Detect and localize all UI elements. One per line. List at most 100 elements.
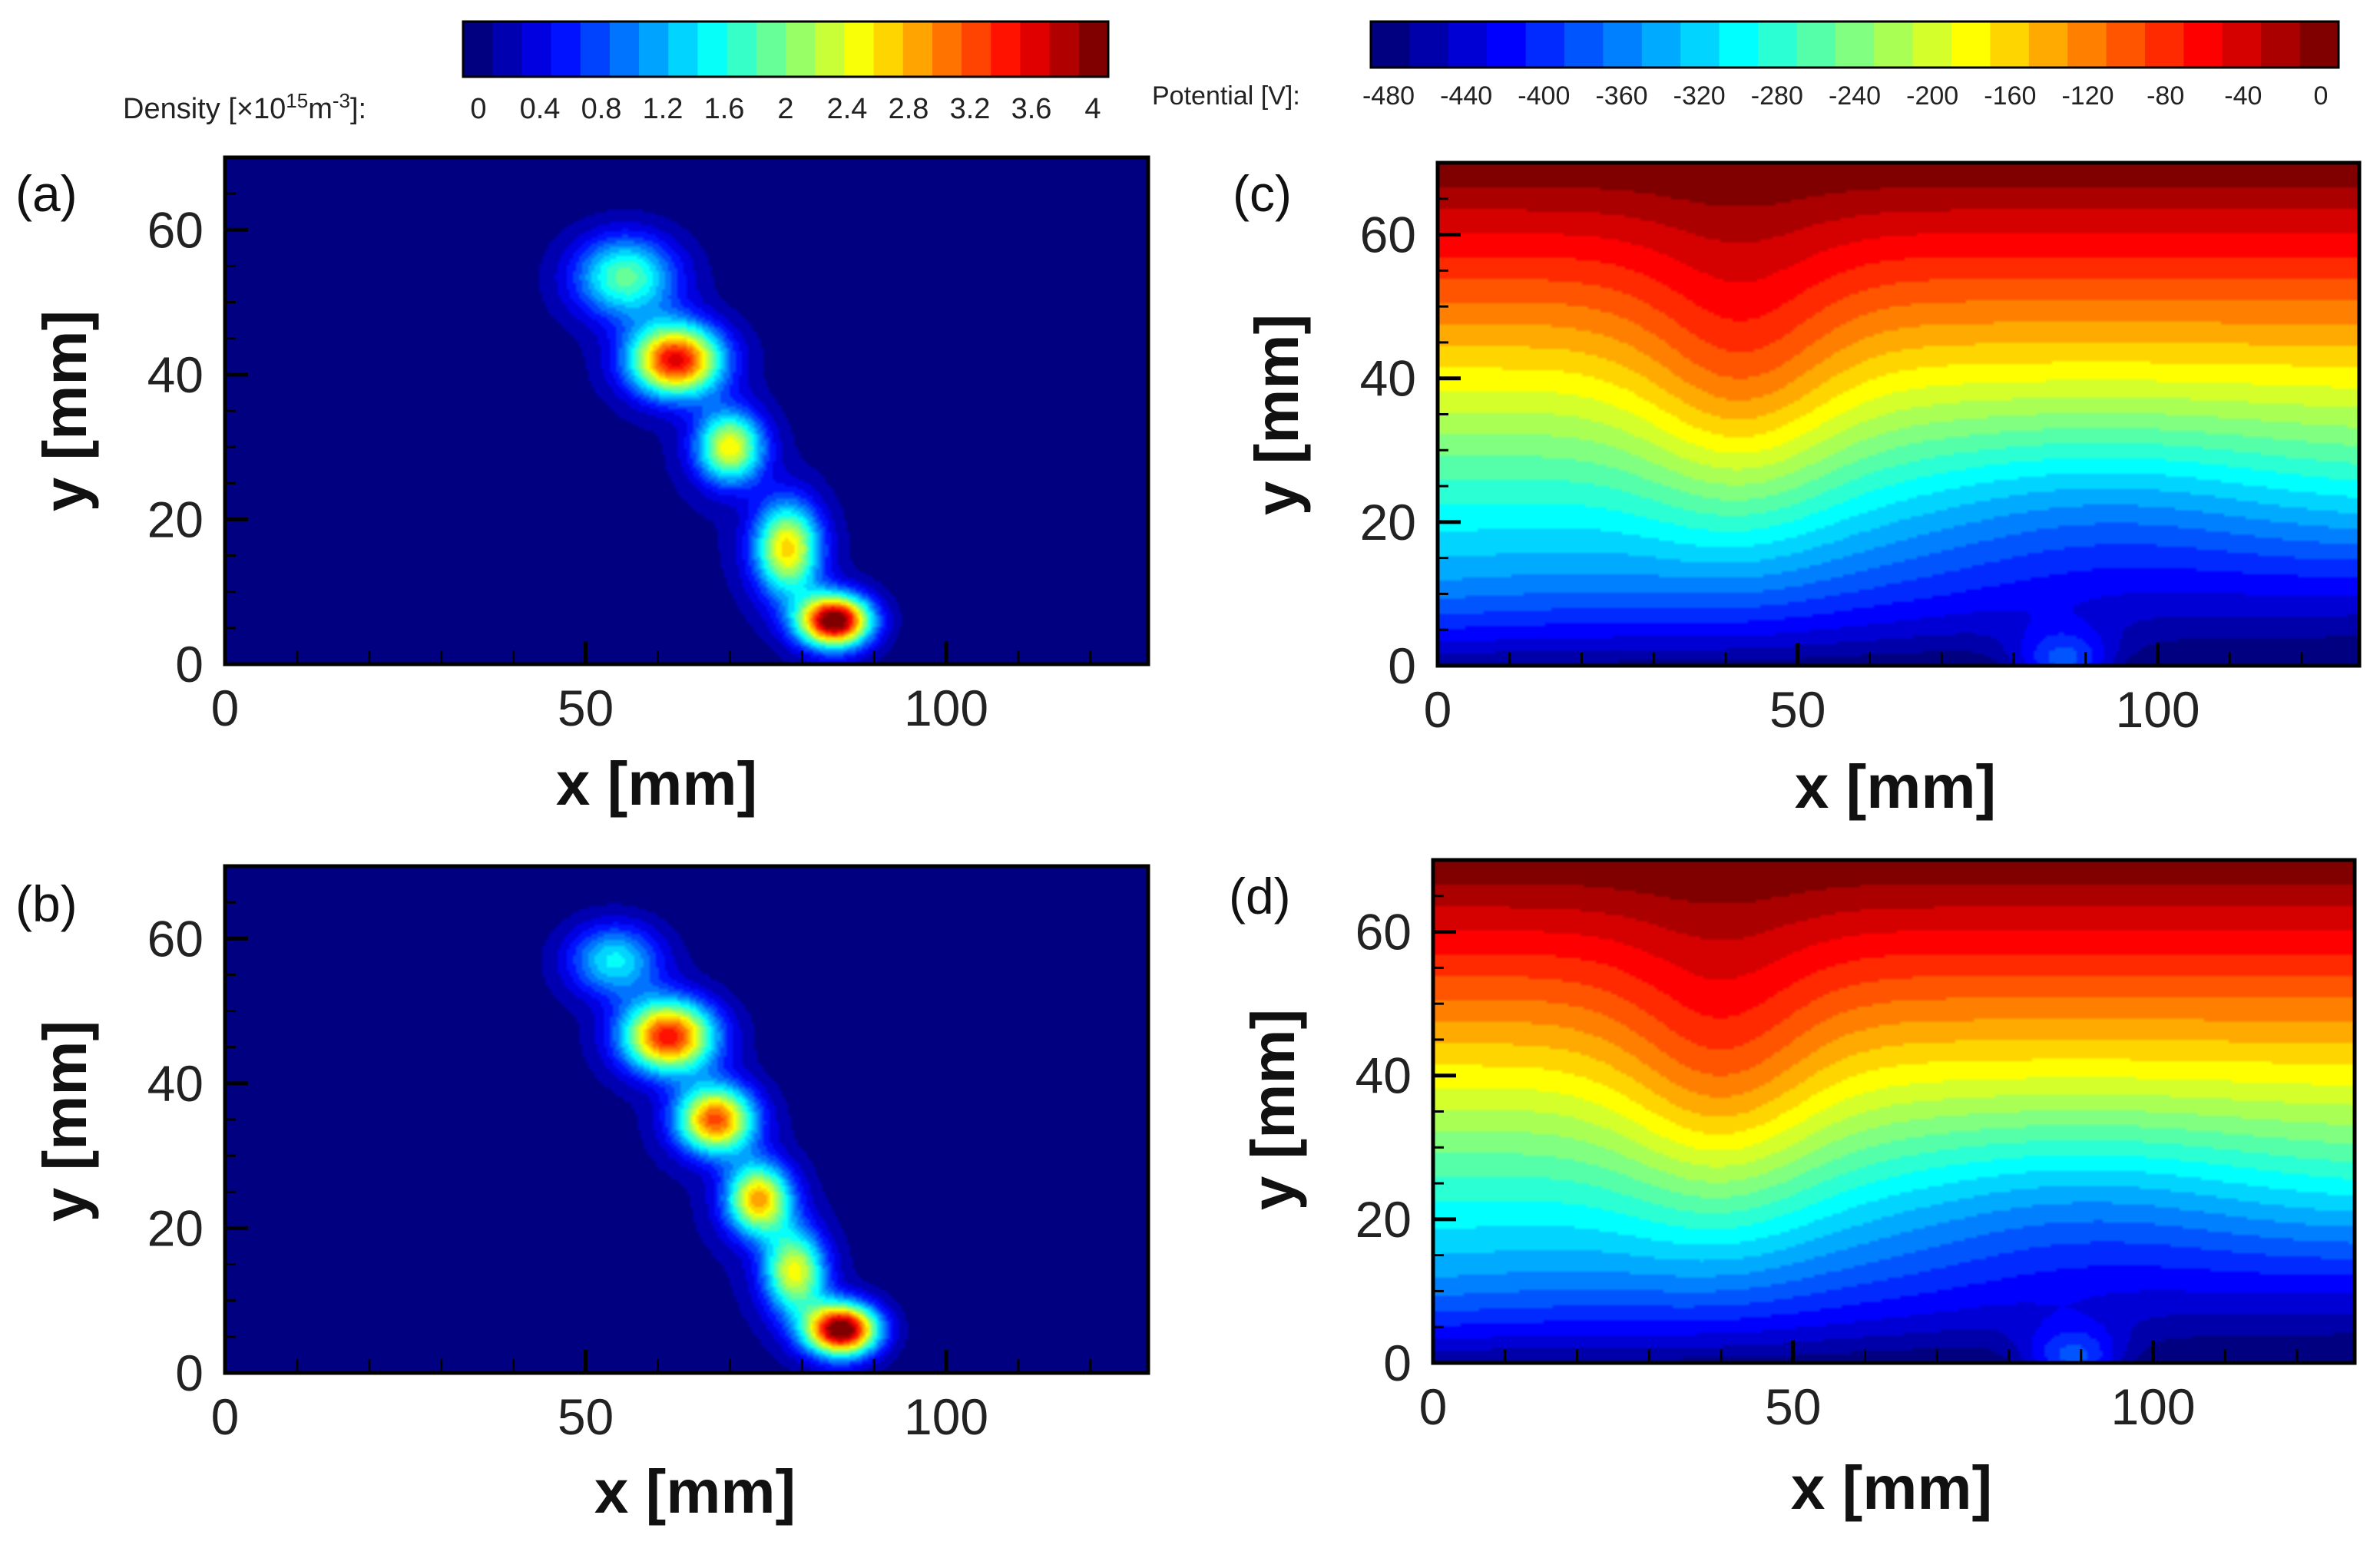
density-colorbar-level <box>521 22 552 77</box>
potential-colorbar-level <box>2222 22 2262 68</box>
potential-colorbar-level <box>2261 22 2301 68</box>
density-colorbar-swatches <box>463 22 1109 77</box>
panel-c-x-tick-label: 0 <box>1424 681 1452 738</box>
potential-colorbar-tick-label: -240 <box>1829 81 1881 111</box>
density-colorbar-level <box>962 22 991 77</box>
panel-a-y-axis-title: y [mm] <box>31 310 99 511</box>
potential-colorbar-level <box>1680 22 1720 68</box>
panel-a-x-tick-label: 50 <box>558 680 614 736</box>
panel-d-y-tick-label: 0 <box>1383 1335 1412 1391</box>
density-colorbar-level <box>727 22 757 77</box>
density-colorbar-level <box>786 22 816 77</box>
panel-d-y-tick-label: 40 <box>1356 1047 1412 1104</box>
density-colorbar-tick-label: 3.6 <box>1011 93 1052 125</box>
potential-colorbar-tick-label: -120 <box>2061 81 2114 111</box>
density-colorbar-level <box>932 22 962 77</box>
panel-d-potential-map <box>1433 860 2355 1363</box>
panel-d-x-axis-title: x [mm] <box>1791 1454 1992 1522</box>
density-colorbar-level <box>991 22 1021 77</box>
potential-colorbar-level <box>1641 22 1681 68</box>
density-colorbar: Density [×1015m-3]: 0 0.4 0.8 1.2 1.6 2 2.4 2.8… <box>123 20 1110 125</box>
potential-colorbar-tick-label: -400 <box>1518 81 1570 111</box>
potential-colorbar-level <box>2067 22 2107 68</box>
panel-d-ticks: 0 50 100 0 20 40 60 <box>1356 895 2299 1435</box>
potential-colorbar-tick-label: -40 <box>2224 81 2262 111</box>
panel-b-y-axis-title: y [mm] <box>31 1020 99 1222</box>
panel-b-y-tick-label: 40 <box>147 1055 204 1112</box>
panel-d-y-axis-title: y [mm] <box>1239 1009 1307 1210</box>
density-colorbar-level <box>492 22 522 77</box>
density-colorbar-level <box>639 22 669 77</box>
panel-a-ticks: 0 50 100 0 20 40 60 <box>147 192 1092 736</box>
potential-colorbar-tick-label: -200 <box>1906 81 1958 111</box>
panel-c-x-axis-title: x [mm] <box>1795 752 1996 821</box>
density-colorbar-label: Density [×1015m-3]: <box>123 89 366 125</box>
density-colorbar-tick-label: 2.8 <box>889 93 929 125</box>
panel-a-letter: (a) <box>15 165 78 222</box>
density-colorbar-tick-label: 0 <box>470 93 486 125</box>
panel-b-y-tick-label: 20 <box>147 1199 204 1256</box>
panel-c: (c) 0 50 100 0 20 40 60 x [mm] y [mm] <box>1233 160 2362 821</box>
panel-c-y-tick-label: 20 <box>1360 494 1416 551</box>
potential-colorbar-level <box>1758 22 1797 68</box>
panel-c-x-tick-label: 50 <box>1769 681 1826 738</box>
panel-c-y-tick-label: 0 <box>1388 637 1416 694</box>
potential-colorbar-level <box>2299 22 2339 68</box>
density-colorbar-level <box>815 22 845 77</box>
potential-colorbar-level <box>2145 22 2184 68</box>
density-colorbar-frame <box>462 20 1110 78</box>
potential-colorbar-level <box>1912 22 1952 68</box>
potential-colorbar-tick-label: -480 <box>1362 81 1415 111</box>
panel-d-letter: (d) <box>1229 868 1291 925</box>
density-colorbar-level <box>1078 22 1109 77</box>
panel-c-potential-map <box>1438 163 2359 666</box>
density-colorbar-tick-label: 2.4 <box>827 93 868 125</box>
panel-b-x-tick-label: 0 <box>211 1388 240 1445</box>
density-colorbar-tick-label: 4 <box>1084 93 1101 125</box>
density-colorbar-tick-label: 2 <box>777 93 793 125</box>
potential-colorbar-level <box>1835 22 1875 68</box>
potential-colorbar-level <box>1874 22 1914 68</box>
density-colorbar-level <box>463 22 493 77</box>
density-colorbar-level <box>1020 22 1051 77</box>
potential-colorbar-level <box>1525 22 1565 68</box>
panel-a-density-map <box>225 157 1148 664</box>
potential-colorbar-level <box>1990 22 2030 68</box>
panel-b: (b) 0 50 100 0 20 40 60 x [mm] y [mm] <box>15 864 1150 1526</box>
density-colorbar-level <box>844 22 875 77</box>
density-colorbar-tick-label: 1.6 <box>704 93 745 125</box>
panel-b-x-tick-label: 50 <box>558 1388 614 1445</box>
potential-colorbar-level <box>1951 22 1991 68</box>
density-colorbar-level <box>668 22 699 77</box>
panel-a-y-tick-label: 60 <box>147 201 204 258</box>
panel-a-x-tick-label: 100 <box>904 680 988 736</box>
panel-b-x-axis-title: x [mm] <box>594 1457 796 1526</box>
panel-a: (a) 0 50 100 0 20 40 60 x [mm] y [mm] <box>15 155 1150 818</box>
panel-a-y-tick-label: 40 <box>147 346 204 403</box>
panel-c-y-axis-title: y [mm] <box>1243 314 1311 515</box>
panel-a-x-tick-label: 0 <box>211 680 240 736</box>
panel-d-y-tick-label: 60 <box>1356 904 1412 961</box>
density-colorbar-tick-label: 0.8 <box>581 93 622 125</box>
potential-colorbar-tick-label: 0 <box>2314 81 2329 111</box>
density-colorbar-level <box>551 22 581 77</box>
density-colorbar-tick-label: 3.2 <box>950 93 991 125</box>
potential-colorbar-frame <box>1369 20 2340 69</box>
density-colorbar-tick-label: 1.2 <box>643 93 684 125</box>
panel-a-x-axis-title: x [mm] <box>556 749 757 818</box>
density-colorbar-ticks: 0 0.4 0.8 1.2 1.6 2 2.4 2.8 3.2 3.6 4 <box>470 93 1101 125</box>
panel-c-y-tick-label: 60 <box>1360 207 1416 263</box>
panel-b-ticks: 0 50 100 0 20 40 60 <box>147 901 1092 1445</box>
panel-c-ticks: 0 50 100 0 20 40 60 <box>1360 197 2303 738</box>
density-colorbar-level <box>873 22 904 77</box>
density-colorbar-tick-label: 0.4 <box>520 93 561 125</box>
potential-colorbar-tick-label: -320 <box>1673 81 1726 111</box>
potential-colorbar-level <box>1371 22 1410 68</box>
panel-d-x-tick-label: 100 <box>2110 1378 2195 1435</box>
potential-colorbar-ticks: -480 -440 -400 -360 -320 -280 -240 -200 -160 -120… <box>1362 81 2328 111</box>
potential-colorbar-tick-label: -160 <box>1984 81 2036 111</box>
potential-colorbar-level <box>2028 22 2068 68</box>
panel-b-y-tick-label: 0 <box>175 1345 204 1401</box>
potential-colorbar-level <box>1448 22 1488 68</box>
